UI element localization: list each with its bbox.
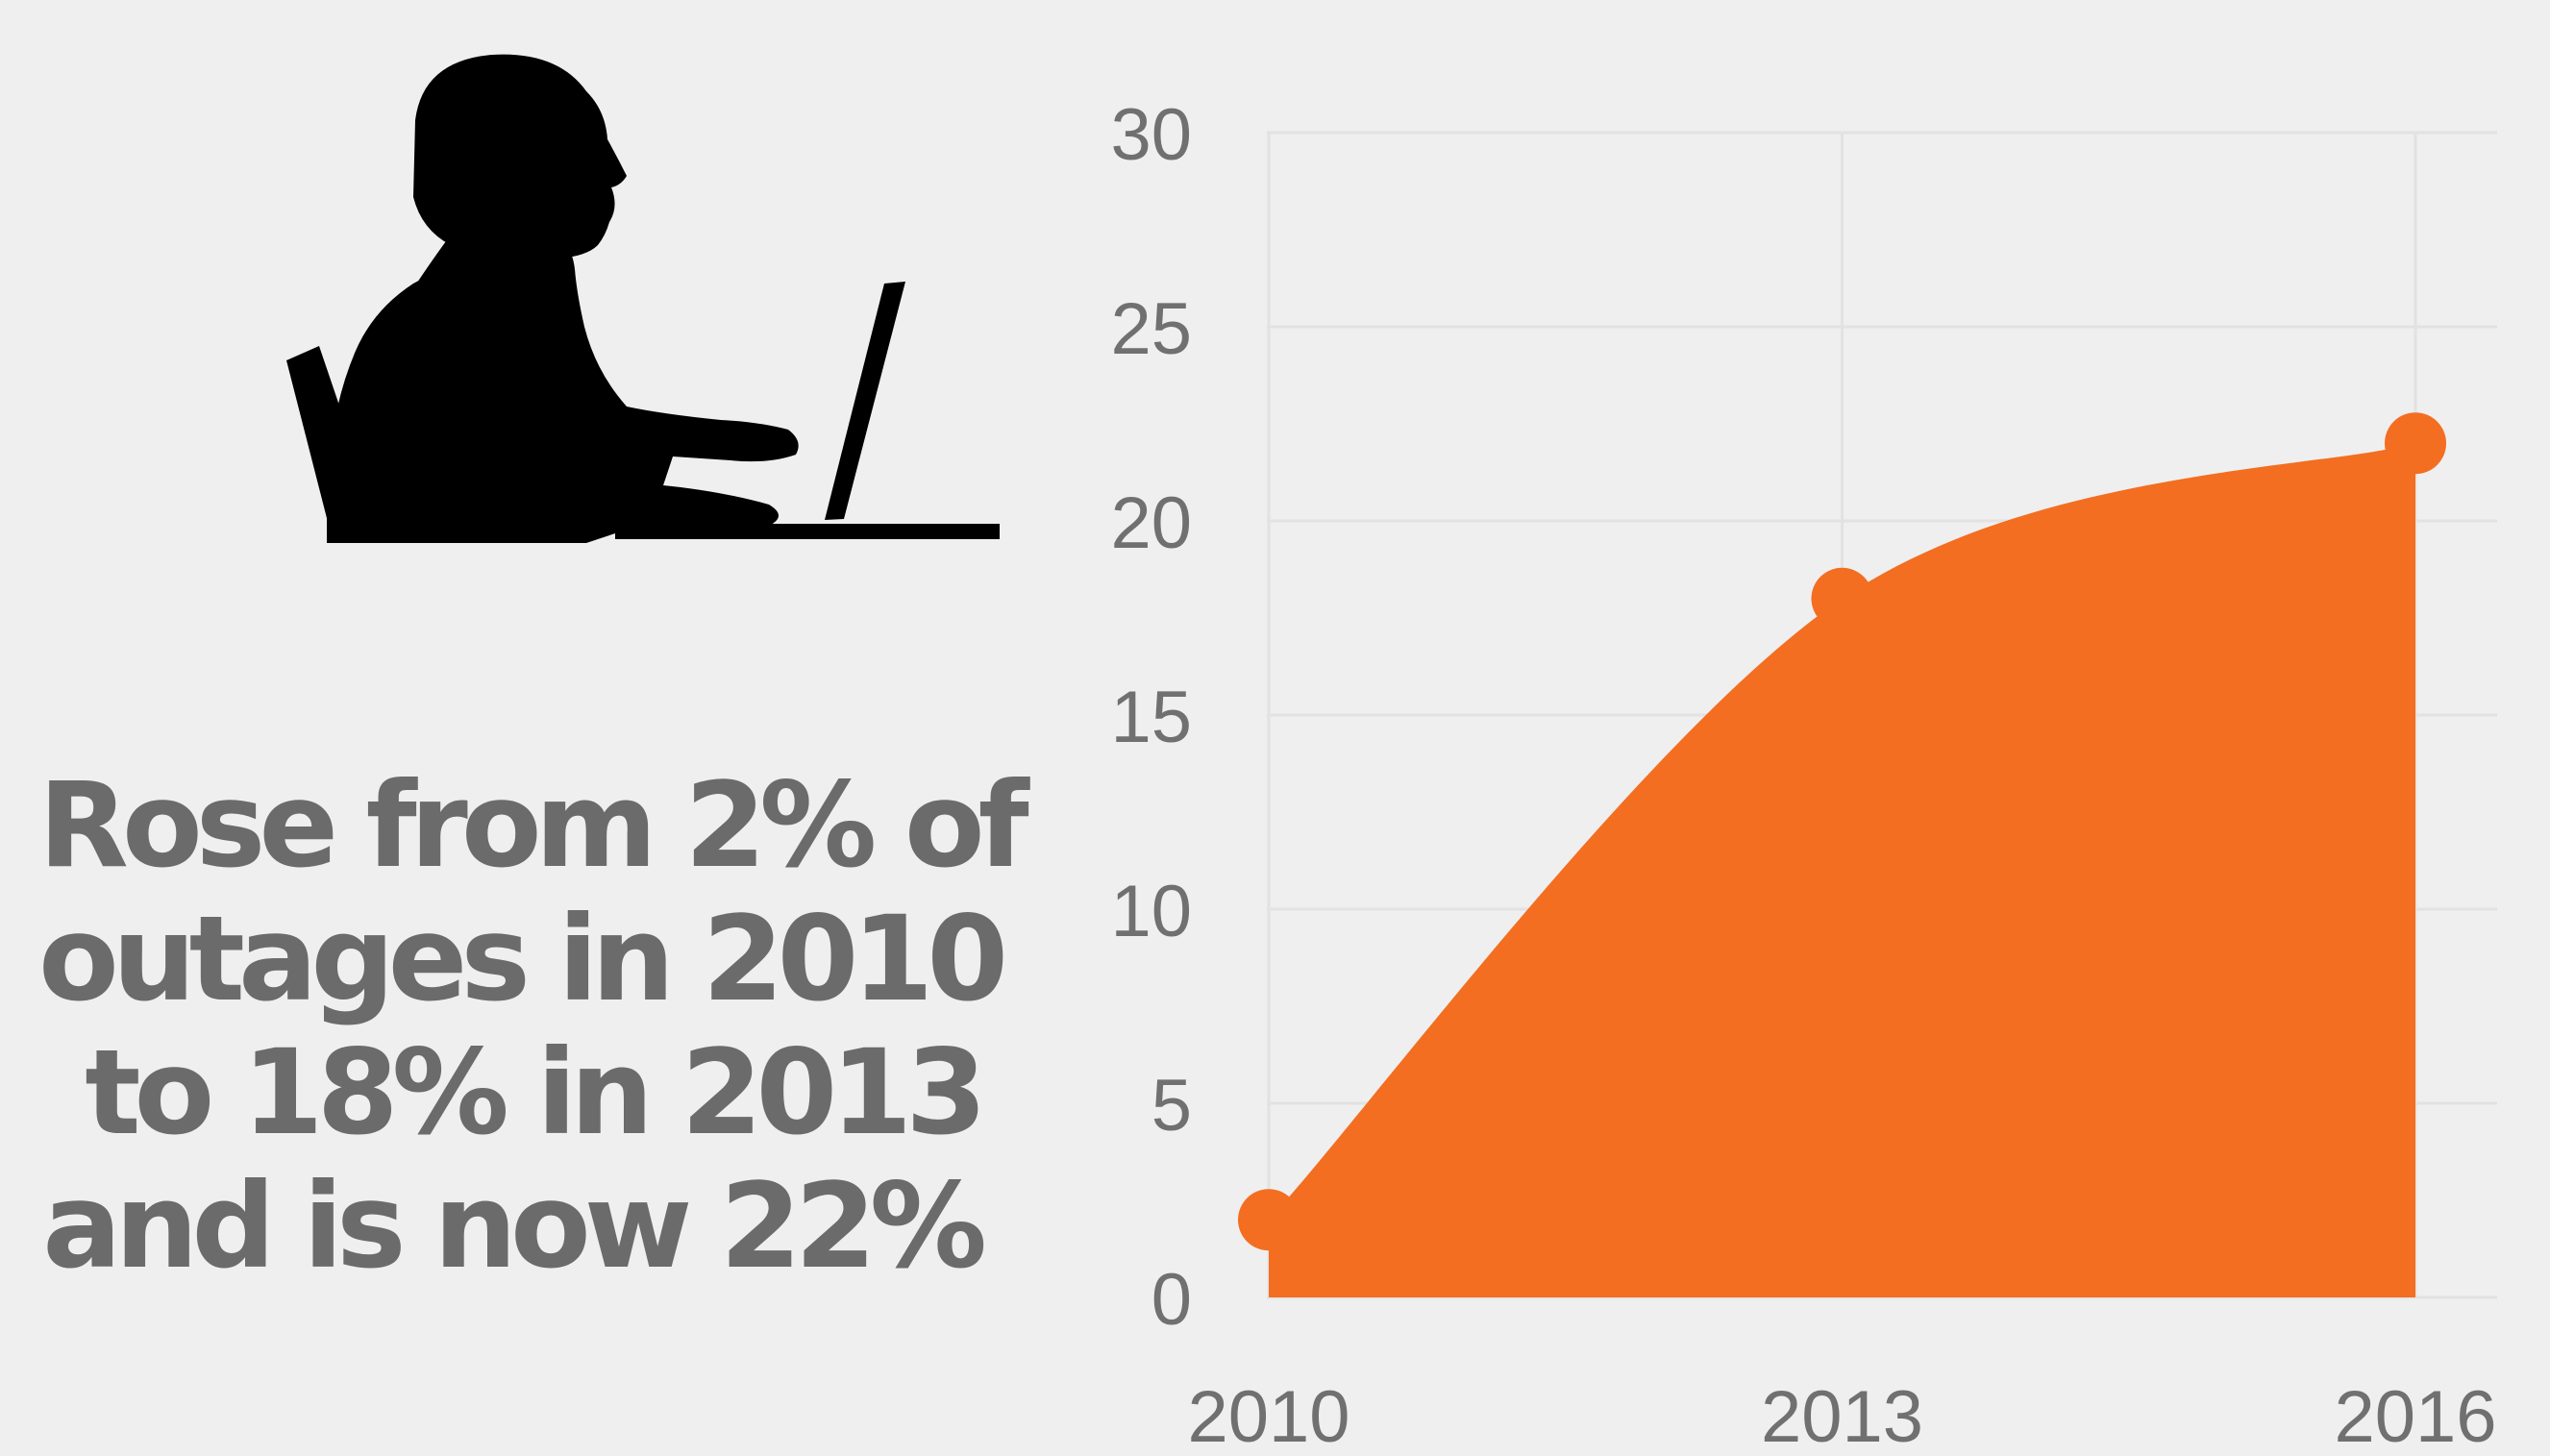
data-point-marker bbox=[1811, 567, 1873, 629]
series-area bbox=[1269, 443, 2415, 1297]
caption-line-3: to 18% in 2013 bbox=[85, 1024, 987, 1161]
data-point-marker bbox=[2385, 412, 2446, 475]
y-tick-label: 0 bbox=[1151, 1259, 1192, 1341]
y-tick-label: 25 bbox=[1110, 288, 1192, 370]
chart-markers bbox=[1238, 412, 2446, 1251]
caption-line-2: outages in 2010 bbox=[38, 891, 1008, 1027]
data-point-marker bbox=[1238, 1189, 1300, 1251]
y-axis-tick-labels: 0 5 10 15 20 25 30 bbox=[1110, 94, 1192, 1341]
chart-area-layer bbox=[1269, 443, 2415, 1297]
person-at-laptop-silhouette-icon bbox=[286, 54, 1000, 543]
y-tick-label: 10 bbox=[1110, 871, 1192, 952]
x-tick-label: 2016 bbox=[2334, 1376, 2496, 1456]
y-tick-label: 15 bbox=[1110, 677, 1192, 758]
y-tick-label: 20 bbox=[1110, 482, 1192, 564]
x-tick-label: 2010 bbox=[1187, 1376, 1349, 1456]
headline-caption: Rose from 2% of outages in 2010 to 18% i… bbox=[38, 757, 1029, 1295]
x-tick-label: 2013 bbox=[1761, 1376, 1923, 1456]
y-tick-label: 30 bbox=[1110, 94, 1192, 176]
x-axis-tick-labels: 2010 2013 2016 bbox=[1187, 1376, 2496, 1456]
caption-line-4: and is now 22% bbox=[42, 1158, 987, 1295]
caption-line-1: Rose from 2% of bbox=[38, 757, 1029, 894]
y-tick-label: 5 bbox=[1151, 1065, 1192, 1147]
